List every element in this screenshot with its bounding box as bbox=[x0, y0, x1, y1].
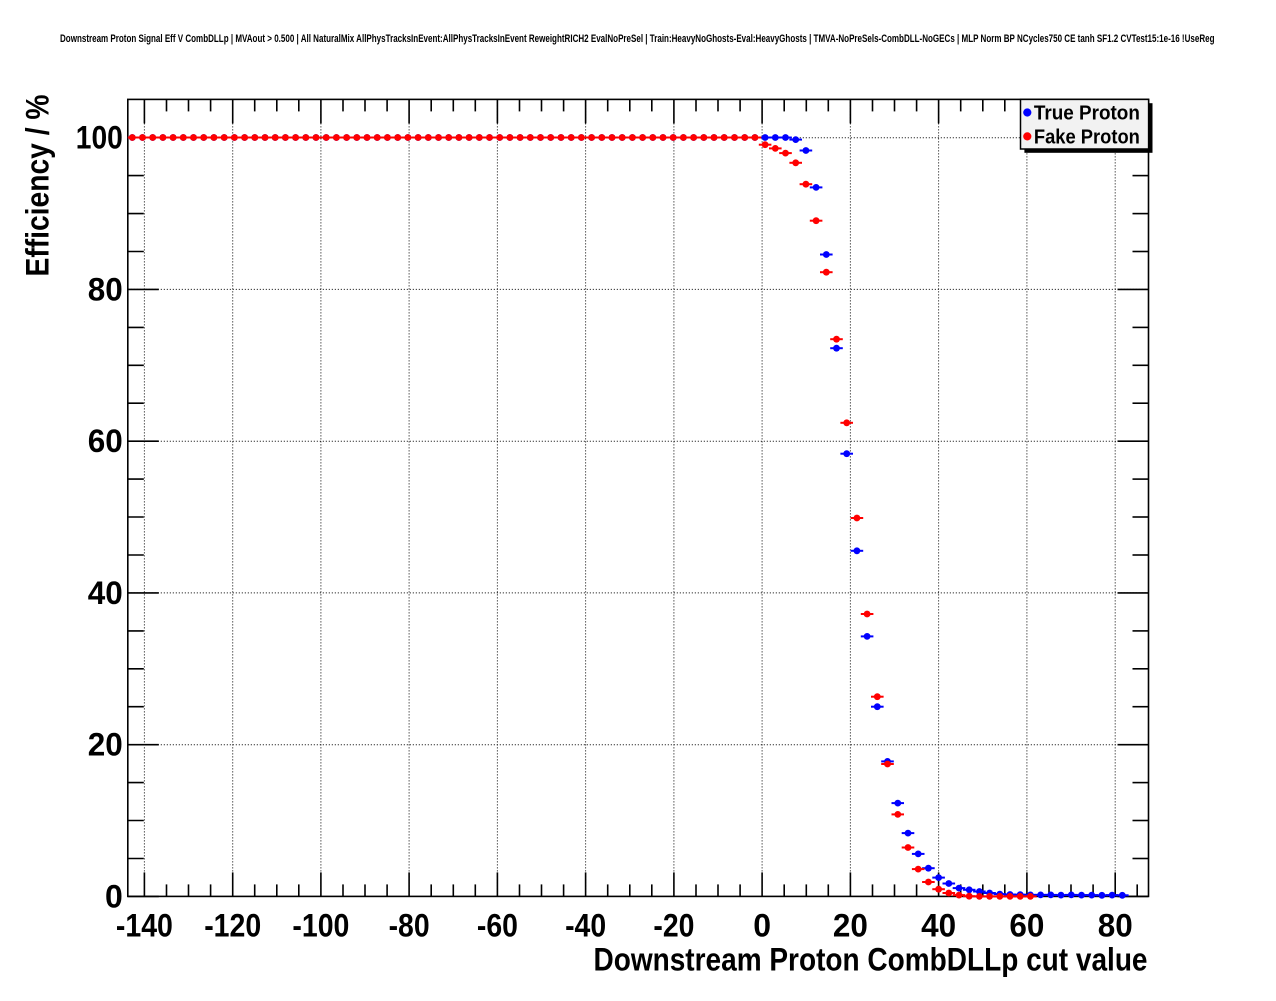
svg-text:-100: -100 bbox=[292, 908, 349, 944]
svg-text:True Proton: True Proton bbox=[1034, 103, 1140, 125]
svg-text:Fake Proton: Fake Proton bbox=[1034, 126, 1140, 148]
svg-text:-140: -140 bbox=[116, 908, 173, 944]
svg-text:100: 100 bbox=[76, 120, 123, 156]
svg-text:0: 0 bbox=[753, 908, 771, 944]
svg-text:-120: -120 bbox=[204, 908, 261, 944]
svg-text:40: 40 bbox=[88, 575, 123, 611]
svg-text:Downstream Proton Signal Eff V: Downstream Proton Signal Eff V CombDLLp … bbox=[60, 33, 1215, 45]
svg-text:40: 40 bbox=[921, 908, 956, 944]
svg-text:Efficiency / %: Efficiency / % bbox=[20, 94, 56, 276]
svg-text:20: 20 bbox=[833, 908, 868, 944]
svg-text:80: 80 bbox=[1098, 908, 1133, 944]
svg-text:-60: -60 bbox=[477, 908, 518, 944]
svg-text:60: 60 bbox=[88, 423, 123, 459]
svg-text:20: 20 bbox=[88, 727, 123, 763]
svg-text:-20: -20 bbox=[653, 908, 694, 944]
svg-text:-80: -80 bbox=[389, 908, 430, 944]
svg-text:80: 80 bbox=[88, 271, 123, 307]
svg-text:60: 60 bbox=[1009, 908, 1044, 944]
svg-text:-40: -40 bbox=[565, 908, 606, 944]
svg-text:0: 0 bbox=[105, 878, 123, 914]
svg-text:Downstream Proton CombDLLp cut: Downstream Proton CombDLLp cut value bbox=[594, 942, 1148, 978]
